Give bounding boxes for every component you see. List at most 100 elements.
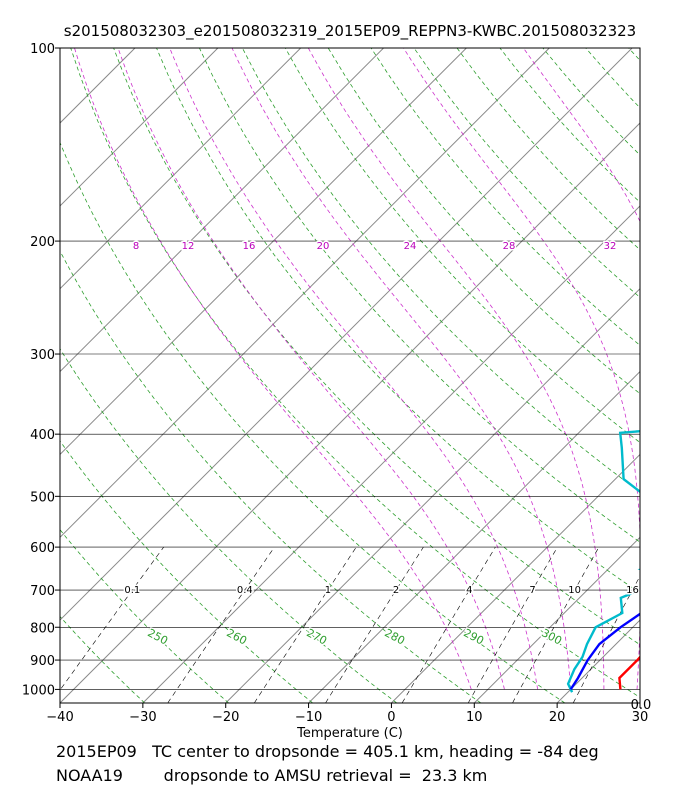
dry-adiabat-line: [156, 48, 640, 594]
mixing-ratio-label: 2: [393, 585, 399, 596]
AMSU-retrieval-dewpoint-line: [569, 612, 640, 691]
y-tick-label: 400: [30, 428, 55, 443]
thermo-background-lines: [0, 48, 700, 703]
moist-adiabat-label: 24: [404, 241, 417, 252]
dry-adiabat-line: [499, 48, 640, 203]
x-tick-label: 30: [632, 710, 649, 725]
x-tick-label: 10: [466, 710, 483, 725]
mixing-ratio-label: 10: [568, 585, 581, 596]
moist-adiabat-line: [523, 48, 640, 223]
x-tick-label: −10: [295, 710, 322, 725]
y-tick-label: 600: [30, 541, 55, 556]
mixing-ratio-line: [60, 546, 164, 691]
corner-label: 0.0: [631, 698, 652, 713]
isotherm-line: [556, 619, 640, 703]
dry-adiabat-line: [60, 701, 61, 703]
isotherm-line: [308, 370, 640, 703]
plot-frame: [59, 47, 641, 704]
mixing-ratio-line: [167, 546, 275, 703]
isotherm-line: [391, 453, 640, 703]
moist-adiabat-label: 12: [182, 241, 195, 252]
isotherm-line: [60, 48, 384, 373]
y-tick-label: 900: [30, 654, 55, 669]
dry-adiabat-line: [585, 48, 640, 109]
dry-adiabat-label: 280: [382, 626, 407, 647]
isotherm-line: [60, 48, 550, 539]
x-tick-label: 20: [549, 710, 566, 725]
mixing-ratio-label: 16: [626, 585, 639, 596]
chart-title: s201508032303_e201508032319_2015EP09_REP…: [63, 22, 637, 40]
dry-adiabat-line: [628, 48, 640, 61]
dry-adiabat-label: 290: [461, 626, 486, 647]
dry-adiabat-line: [456, 48, 640, 251]
mixing-ratio-line: [572, 575, 640, 703]
mixing-ratio-label: 0.1: [124, 585, 140, 596]
mixing-ratio-label: 4: [466, 585, 472, 596]
moist-adiabat-line: [74, 48, 472, 690]
moist-adiabat-label: 32: [604, 241, 617, 252]
isotherm-line: [60, 48, 219, 207]
dry-adiabat-line: [199, 48, 640, 543]
y-tick-label: 700: [30, 584, 55, 599]
moist-adiabat-line: [307, 48, 605, 690]
x-tick-label: 0: [387, 710, 395, 725]
moist-adiabat-label: 28: [503, 241, 516, 252]
moist-adiabat-line: [403, 48, 640, 690]
mixing-ratio-label: 1: [325, 585, 331, 596]
isotherm-line: [60, 122, 640, 703]
moist-adiabat-line: [117, 48, 505, 690]
isotherm-line: [60, 48, 136, 124]
moist-adiabat-label: 20: [317, 241, 330, 252]
dry-adiabat-line: [60, 348, 397, 703]
x-tick-label: −20: [212, 710, 239, 725]
dropsonde-dewpoint-line: [566, 430, 640, 693]
dry-adiabat-label: 270: [304, 626, 329, 647]
caption-tc-distance: 2015EP09 TC center to dropsonde = 405.1 …: [56, 742, 599, 761]
isotherm-line: [60, 48, 302, 290]
dry-adiabat-line: [60, 440, 313, 703]
x-tick-label: −30: [129, 710, 156, 725]
caption-amsu-distance: NOAA19 dropsonde to AMSU retrieval = 23.…: [56, 766, 488, 785]
x-tick-label: −40: [46, 710, 73, 725]
dry-adiabat-label: 250: [145, 626, 170, 647]
isotherm-line: [60, 48, 467, 456]
isotherm-line: [0, 48, 52, 703]
isotherm-line: [60, 48, 633, 621]
mixing-ratio-line: [512, 546, 600, 703]
isotherm-line: [142, 205, 640, 703]
dry-adiabat-line: [113, 48, 640, 646]
x-axis-title: Temperature (C): [296, 726, 403, 741]
isotherm-line: [473, 536, 640, 703]
dry-adiabat-line: [284, 48, 640, 444]
pressure-grid: [60, 48, 640, 690]
y-tick-label: 300: [30, 348, 55, 363]
AMSU-retrieval-temperature-line: [641, 179, 700, 690]
moist-adiabat-label: 16: [243, 241, 256, 252]
dry-adiabat-line: [370, 48, 640, 346]
dry-adiabat-line: [70, 48, 640, 698]
dry-adiabat-line: [60, 250, 482, 703]
dry-adiabat-line: [242, 48, 640, 493]
dry-adiabat-label: 260: [224, 626, 249, 647]
moist-adiabat-label: 8: [133, 241, 139, 252]
moist-adiabat-line: [169, 48, 538, 690]
dry-adiabat-line: [327, 48, 640, 395]
mixing-ratio-line: [325, 546, 424, 703]
mixing-ratio-line: [467, 546, 558, 703]
isotherm-line: [225, 287, 640, 703]
y-tick-label: 200: [30, 235, 55, 250]
mixing-ratio-label: 0.4: [237, 585, 253, 596]
dry-adiabat-line: [672, 48, 700, 703]
mixing-ratio-label: 7: [529, 585, 535, 596]
y-tick-label: 800: [30, 621, 55, 636]
dry-adiabat-line: [60, 141, 566, 703]
moist-adiabat-line: [231, 48, 572, 690]
y-tick-label: 100: [30, 42, 55, 57]
mixing-ratio-line: [401, 546, 496, 703]
dry-adiabat-line: [60, 615, 145, 703]
y-tick-label: 500: [30, 490, 55, 505]
isotherm-line: [639, 702, 640, 703]
mixing-ratio-line: [254, 546, 357, 703]
